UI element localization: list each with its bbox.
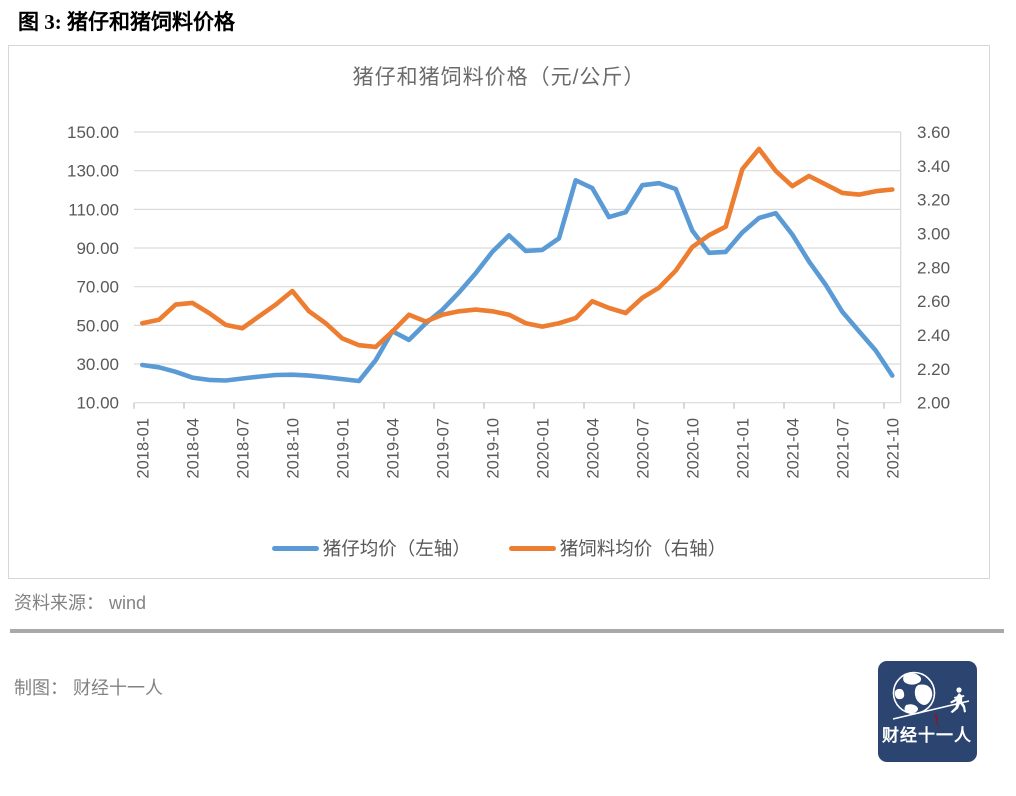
right-axis-label: 3.60: [917, 123, 950, 142]
x-axis-label: 2020-07: [634, 418, 652, 479]
x-axis-label: 2018-04: [184, 418, 202, 479]
x-axis-label: 2020-04: [584, 418, 602, 479]
left-axis-label: 70.00: [76, 278, 119, 297]
legend-swatch-piglet-line: [271, 545, 319, 551]
right-axis-label: 2.80: [917, 258, 950, 277]
series-line-feed: [140, 146, 895, 350]
left-axis-labels: 150.00 130.00 110.00 90.00 70.00 50.00 30.00 10…: [67, 123, 119, 413]
publisher-logo: 财经十一人: [878, 661, 977, 762]
legend-label-feed: 猪饲料均价（右轴）: [559, 538, 727, 559]
x-axis-label: 2019-10: [484, 418, 502, 479]
right-axis-label: 2.40: [917, 326, 950, 345]
left-axis-label: 50.00: [76, 316, 119, 335]
left-axis-label: 150.00: [67, 123, 119, 142]
right-axis-label: 2.00: [917, 394, 950, 413]
series-line-piglet: [140, 178, 895, 384]
left-axis-label: 10.00: [76, 394, 119, 413]
legend-item-piglet: 猪仔均价（左轴）: [271, 535, 471, 561]
figure-caption: 图 3: 猪仔和猪饲料价格: [18, 10, 235, 34]
left-axis-label: 30.00: [76, 355, 119, 374]
gridlines: [134, 131, 901, 404]
x-axis-label: 2020-10: [684, 418, 702, 479]
left-axis-label: 110.00: [68, 200, 119, 219]
credit-text: 制图： 财经十一人: [14, 678, 164, 698]
legend-item-feed: 猪饲料均价（右轴）: [508, 535, 727, 561]
x-axis-label: 2018-10: [284, 418, 302, 479]
chart-title: 猪仔和猪饲料价格（元/公斤）: [352, 66, 646, 89]
x-axis-label: 2019-07: [434, 418, 452, 479]
plot-area: 150.00 130.00 110.00 90.00 70.00 50.00 30.00 10…: [67, 123, 950, 479]
x-axis-label: 2021-07: [834, 418, 852, 479]
x-axis-label: 2019-01: [334, 418, 352, 479]
chart-legend: 猪仔均价（左轴） 猪饲料均价（右轴）: [9, 535, 989, 561]
legend-label-piglet: 猪仔均价（左轴）: [322, 538, 471, 559]
right-axis-label: 2.20: [917, 360, 950, 379]
x-axis-label: 2019-04: [384, 418, 402, 479]
left-axis-label: 130.00: [67, 162, 119, 181]
x-axis-labels: 2018-01 2018-04 2018-07 2018-10 2019-01 2019-…: [134, 418, 902, 479]
data-source-text: 资料来源： wind: [14, 593, 147, 613]
x-axis-label: 2018-07: [234, 418, 252, 479]
x-axis-label: 2020-01: [534, 418, 552, 479]
x-axis-label: 2021-01: [734, 418, 752, 479]
x-axis-label: 2021-10: [884, 418, 902, 479]
x-axis-label: 2018-01: [134, 418, 152, 479]
x-axis-ticks: [133, 402, 885, 409]
chart-container: 猪仔和猪饲料价格（元/公斤） 150.00 130.00 110.00 90.00 70…: [8, 45, 990, 579]
right-axis-label: 3.00: [917, 225, 950, 244]
logo-text: 财经十一人: [881, 725, 972, 745]
left-axis-label: 90.00: [76, 239, 119, 258]
legend-swatch-feed-line: [508, 545, 556, 551]
runner-icon: [950, 687, 966, 713]
right-axis-labels: 3.60 3.40 3.20 3.00 2.80 2.60 2.40 2.20 2.00: [917, 123, 950, 413]
red-bolt-icon: [934, 714, 939, 728]
divider-line: [10, 629, 1004, 633]
right-axis-label: 3.20: [917, 191, 950, 210]
right-axis-label: 2.60: [917, 292, 950, 311]
right-axis-label: 3.40: [917, 157, 950, 176]
x-axis-label: 2021-04: [784, 418, 802, 479]
